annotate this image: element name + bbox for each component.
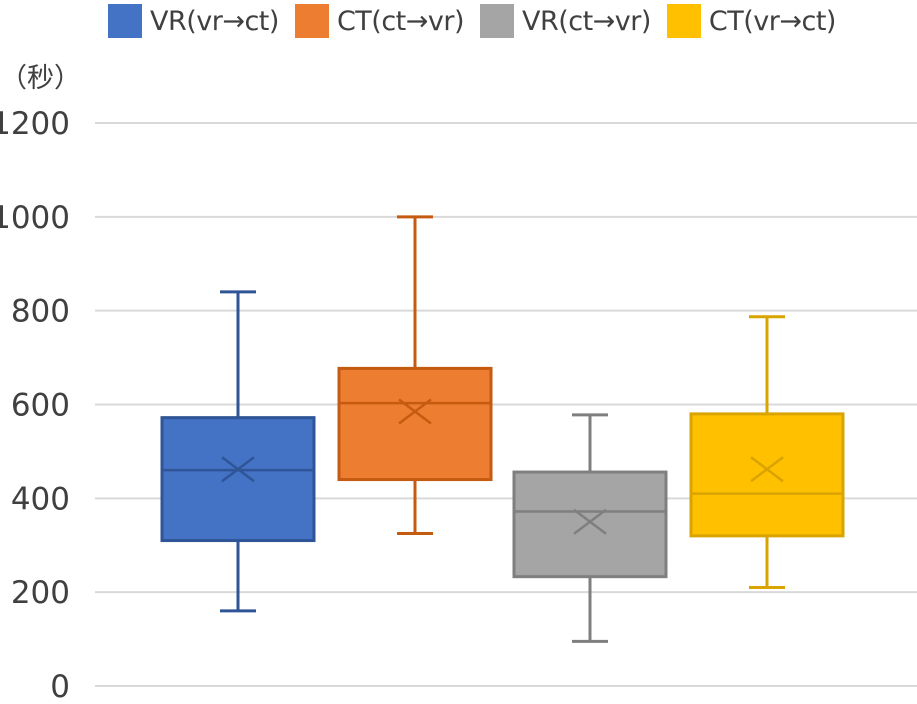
legend-item-3: CT(vr→ct) <box>666 4 837 38</box>
legend-item-2: VR(ct→vr) <box>479 4 651 38</box>
legend: VR(vr→ct) CT(ct→vr) VR(ct→vr) CT(vr→ct) <box>108 4 852 38</box>
legend-label-1: CT(ct→vr) <box>336 5 465 37</box>
mean-marker-b-3 <box>750 456 784 483</box>
legend-label-3: CT(vr→ct) <box>708 5 837 37</box>
legend-label-0: VR(vr→ct) <box>150 5 279 37</box>
legend-swatch-1 <box>294 4 329 38</box>
y-tick-label-200: 200 <box>11 575 70 611</box>
mean-marker-b-1 <box>398 398 432 425</box>
legend-item-0: VR(vr→ct) <box>108 4 279 38</box>
legend-swatch-0 <box>108 4 142 38</box>
y-tick-label-800: 800 <box>11 294 70 330</box>
legend-label-2: VR(ct→vr) <box>521 5 651 37</box>
legend-swatch-3 <box>666 4 701 38</box>
legend-swatch-2 <box>479 4 514 38</box>
legend-item-1: CT(ct→vr) <box>294 4 465 38</box>
y-tick-label-1000: 1000 <box>0 200 70 236</box>
y-tick-label-600: 600 <box>11 388 70 424</box>
mean-marker-b-2 <box>573 508 607 535</box>
y-tick-label-0: 0 <box>50 669 70 704</box>
y-tick-label-1200: 1200 <box>0 106 70 142</box>
box-1 <box>337 366 493 482</box>
box-0 <box>160 416 316 543</box>
y-axis-unit-label: （秒） <box>0 63 81 94</box>
mean-marker-b-0 <box>221 456 255 483</box>
box-2 <box>512 470 668 579</box>
box-3 <box>689 412 845 538</box>
y-tick-label-400: 400 <box>11 481 70 517</box>
